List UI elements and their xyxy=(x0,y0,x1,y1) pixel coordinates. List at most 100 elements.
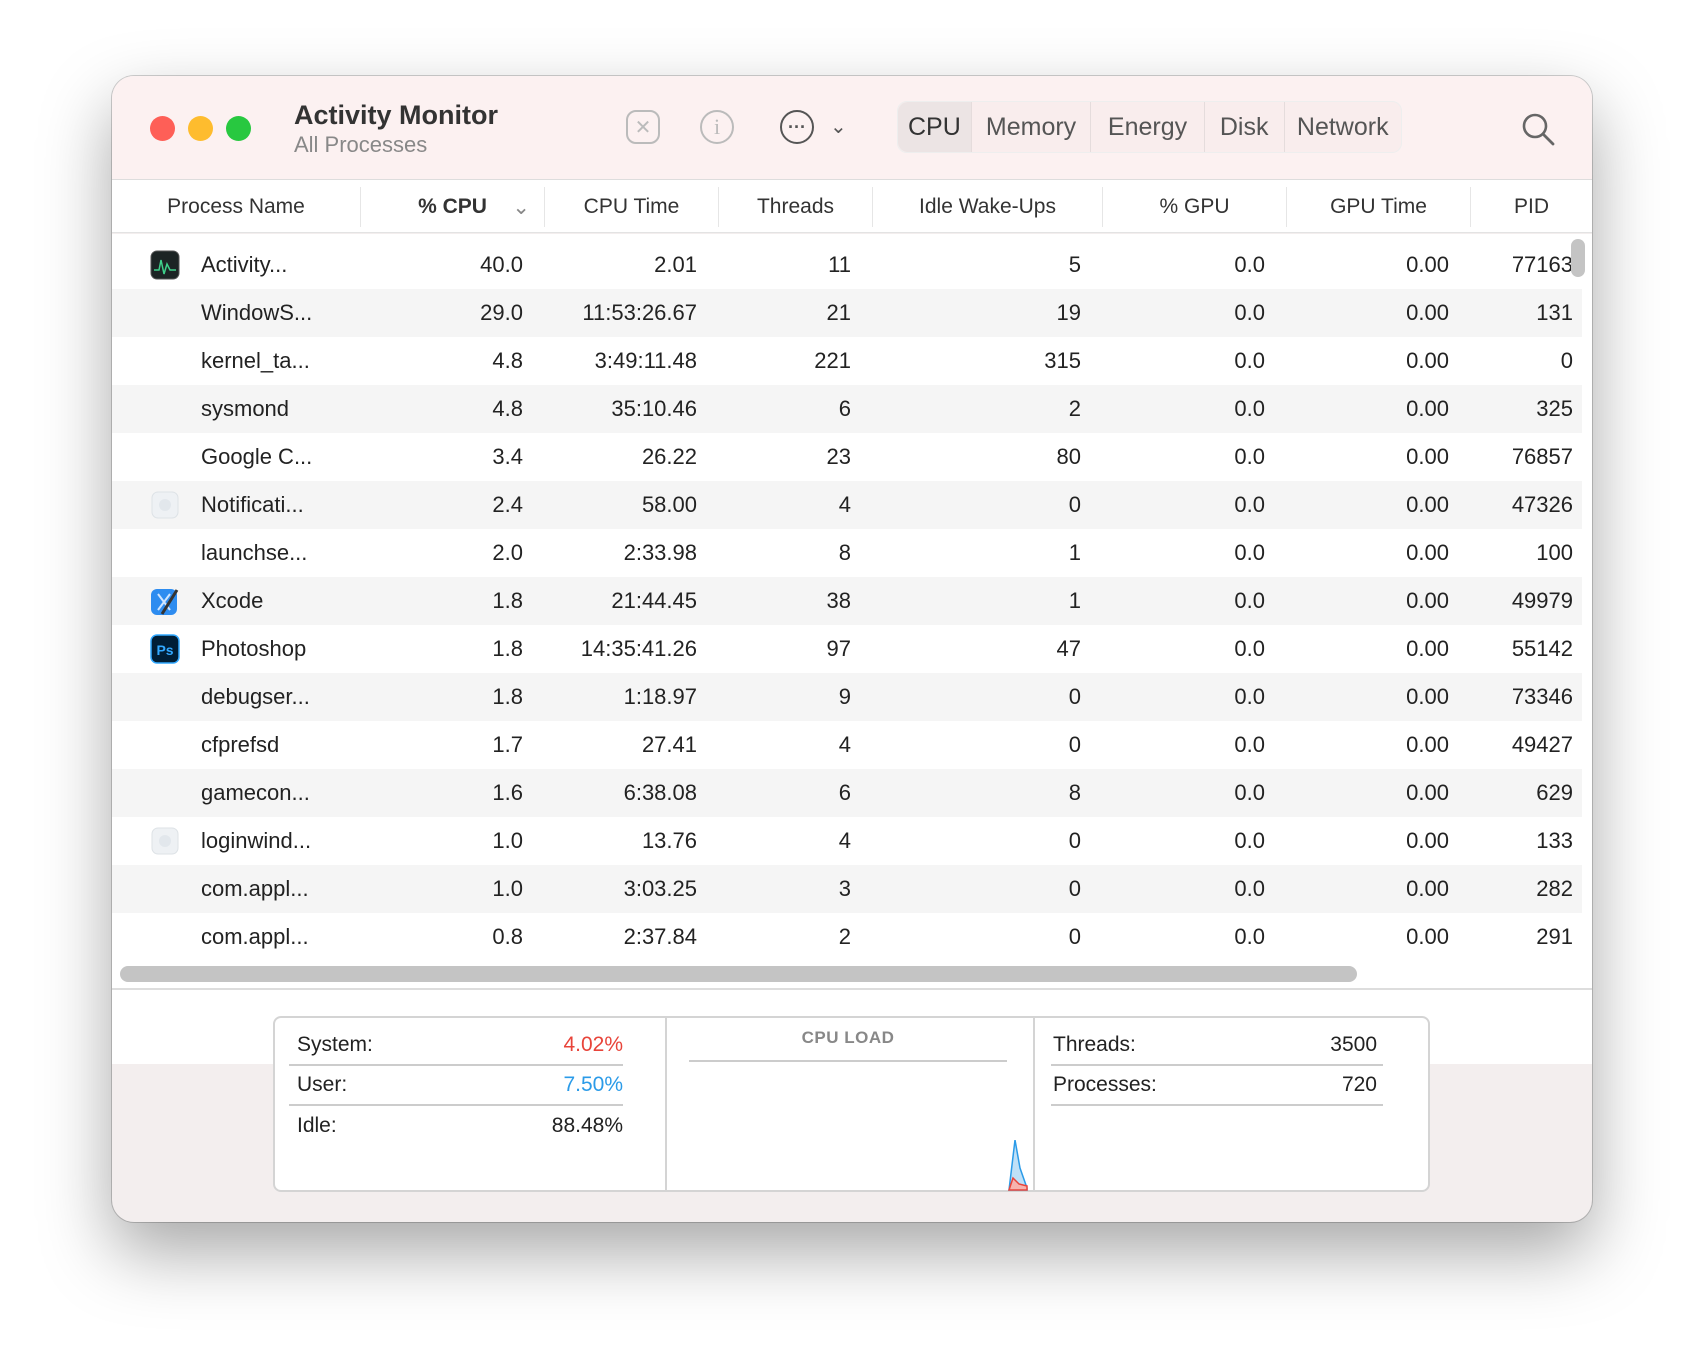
close-button[interactable] xyxy=(150,116,175,141)
table-row[interactable]: loginwind... 1.0 13.76 4 0 0.0 0.00 133 xyxy=(112,817,1582,865)
vertical-scrollbar[interactable] xyxy=(1571,239,1585,277)
svg-text:Ps: Ps xyxy=(156,642,173,658)
processes-label: Processes: xyxy=(1053,1073,1157,1096)
search-icon[interactable] xyxy=(1520,111,1556,147)
cell-time: 14:35:41.26 xyxy=(580,636,697,661)
cell-idle: 5 xyxy=(1068,252,1081,277)
cell-time: 3:49:11.48 xyxy=(594,348,697,373)
process-table: Activity... 40.0 2.01 11 5 0.0 0.00 77163 Window… xyxy=(112,234,1592,1064)
system-value: 4.02% xyxy=(563,1033,623,1056)
cell-gputime: 0.00 xyxy=(1406,780,1449,805)
cell-threads: 3 xyxy=(838,876,851,901)
cell-gputime: 0.00 xyxy=(1406,588,1449,613)
window-title: Activity Monitor xyxy=(294,100,499,130)
cell-pid: 100 xyxy=(1536,540,1573,565)
divider xyxy=(112,988,1592,990)
tab-disk[interactable]: Disk xyxy=(1205,102,1285,152)
process-name: cfprefsd xyxy=(201,732,280,757)
column-cpu-time[interactable]: CPU Time xyxy=(545,187,719,227)
cell-cpu: 1.8 xyxy=(492,684,523,709)
table-row[interactable]: com.appl... 1.0 3:03.25 3 0 0.0 0.00 282 xyxy=(112,865,1582,913)
table-row[interactable]: Google C... 3.4 26.22 23 80 0.0 0.00 76857 xyxy=(112,433,1582,481)
process-name: com.appl... xyxy=(201,876,309,901)
photoshop-icon: Ps xyxy=(150,634,180,664)
cell-gputime: 0.00 xyxy=(1406,924,1449,949)
column-cpu-percent[interactable]: % CPU ⌄ xyxy=(361,187,545,227)
tab-energy[interactable]: Energy xyxy=(1091,102,1205,152)
table-row[interactable]: gamecon... 1.6 6:38.08 6 8 0.0 0.00 629 xyxy=(112,769,1582,817)
threads-value: 3500 xyxy=(1330,1033,1377,1056)
table-row[interactable]: Notificati... 2.4 58.00 4 0 0.0 0.00 47326 xyxy=(112,481,1582,529)
column-threads[interactable]: Threads xyxy=(719,187,873,227)
tab-network[interactable]: Network xyxy=(1296,112,1389,141)
column-gpu-percent[interactable]: % GPU xyxy=(1103,187,1287,227)
table-row[interactable]: sysmond 4.8 35:10.46 6 2 0.0 0.00 325 xyxy=(112,385,1582,433)
process-name: Photoshop xyxy=(201,636,307,661)
table-row[interactable]: Ps Photoshop 1.8 14:35:41.26 97 47 0.0 0.00 5514… xyxy=(112,625,1582,673)
process-name: Xcode xyxy=(201,588,264,613)
cell-time: 21:44.45 xyxy=(611,588,697,613)
table-row[interactable]: debugser... 1.8 1:18.97 9 0 0.0 0.00 73346 xyxy=(112,673,1582,721)
cell-gputime: 0.00 xyxy=(1406,396,1449,421)
cell-gpu: 0.0 xyxy=(1234,828,1265,853)
process-name: WindowS... xyxy=(201,300,313,325)
cell-time: 2.01 xyxy=(654,252,697,277)
cell-pid: 629 xyxy=(1536,780,1573,805)
table-row[interactable]: Activity... 40.0 2.01 11 5 0.0 0.00 77163 xyxy=(112,241,1582,289)
table-row[interactable]: launchse... 2.0 2:33.98 8 1 0.0 0.00 100 xyxy=(112,529,1582,577)
cell-idle: 47 xyxy=(1056,636,1081,661)
cell-time: 3:03.25 xyxy=(623,876,697,901)
cell-pid: 291 xyxy=(1536,924,1573,949)
cell-cpu: 1.8 xyxy=(492,636,523,661)
cell-pid: 325 xyxy=(1536,396,1573,421)
table-row[interactable]: com.appl... 0.8 2:37.84 2 0 0.0 0.00 291 xyxy=(112,913,1582,961)
cell-threads: 97 xyxy=(826,636,851,661)
table-row[interactable]: Xcode 1.8 21:44.45 38 1 0.0 0.00 49979 xyxy=(112,577,1582,625)
processes-value: 720 xyxy=(1341,1073,1377,1096)
cell-time: 13.76 xyxy=(641,828,697,853)
cell-gputime: 0.00 xyxy=(1406,492,1449,517)
table-row[interactable]: cfprefsd 1.7 27.41 4 0 0.0 0.00 49427 xyxy=(112,721,1582,769)
cell-idle: 1 xyxy=(1068,540,1081,565)
process-name: gamecon... xyxy=(201,780,310,805)
chevron-down-icon[interactable]: ⌄ xyxy=(830,116,847,138)
cpu-load-section: CPU LOAD xyxy=(667,1018,1035,1191)
minimize-button[interactable] xyxy=(188,116,213,141)
toolbar: Activity Monitor All Processes ✕ i ··· ⌄… xyxy=(112,76,1592,180)
blank-icon xyxy=(150,730,180,760)
cell-idle: 0 xyxy=(1068,876,1081,901)
cell-gpu: 0.0 xyxy=(1234,396,1265,421)
ellipsis-circle-icon[interactable]: ··· xyxy=(780,110,814,144)
column-idle-wake-ups[interactable]: Idle Wake-Ups xyxy=(873,187,1103,227)
cell-threads: 9 xyxy=(838,684,851,709)
cell-idle: 0 xyxy=(1068,492,1081,517)
stop-process-x-octagon-icon[interactable]: ✕ xyxy=(626,110,660,144)
blank-icon xyxy=(150,394,180,424)
table-row[interactable]: kernel_ta... 4.8 3:49:11.48 221 315 0.0 0.00 0 xyxy=(112,337,1582,385)
blank-icon xyxy=(150,442,180,472)
cell-threads: 8 xyxy=(838,540,851,565)
info-circle-icon[interactable]: i xyxy=(700,110,734,144)
zoom-button[interactable] xyxy=(226,116,251,141)
horizontal-scrollbar[interactable] xyxy=(120,966,1357,982)
cpu-stats-panel: System: 4.02% User: 7.50% Idle: 88.48% CPU … xyxy=(273,1016,1430,1192)
column-pid[interactable]: PID xyxy=(1513,195,1549,218)
column-gpu-time[interactable]: GPU Time xyxy=(1287,187,1471,227)
cell-cpu: 1.0 xyxy=(492,876,523,901)
cell-gpu: 0.0 xyxy=(1234,684,1265,709)
table-header: Process Name % CPU ⌄ CPU Time Threads Idl… xyxy=(112,180,1592,233)
cell-idle: 0 xyxy=(1068,828,1081,853)
table-row[interactable]: WindowS... 29.0 11:53:26.67 21 19 0.0 0.00 131 xyxy=(112,289,1582,337)
cell-gpu: 0.0 xyxy=(1234,876,1265,901)
cpu-load-graph xyxy=(1007,1140,1028,1191)
cell-gputime: 0.00 xyxy=(1406,732,1449,757)
cell-time: 2:33.98 xyxy=(623,540,697,565)
blank-icon xyxy=(150,922,180,952)
system-load-area xyxy=(1007,1176,1028,1191)
cell-pid: 49979 xyxy=(1511,588,1573,613)
column-process-name[interactable]: Process Name xyxy=(112,187,361,227)
cell-gpu: 0.0 xyxy=(1234,300,1265,325)
tab-memory[interactable]: Memory xyxy=(972,102,1092,152)
process-name: loginwind... xyxy=(201,828,312,853)
tab-cpu[interactable]: CPU xyxy=(898,102,972,152)
